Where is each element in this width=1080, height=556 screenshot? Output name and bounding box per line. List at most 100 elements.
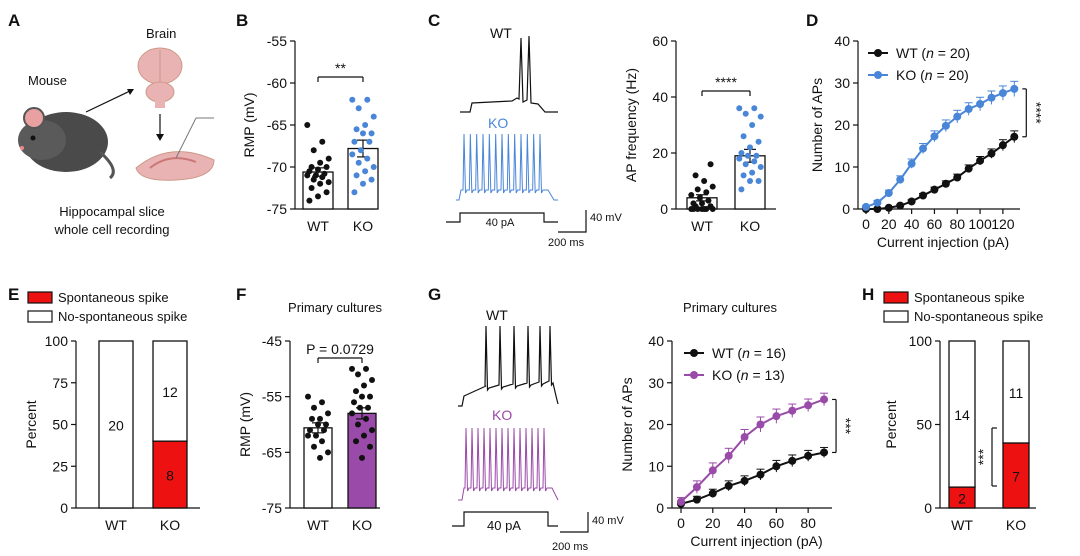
legend-marker [690, 371, 698, 379]
y-tick-label: -55 [267, 33, 287, 49]
data-point [736, 105, 743, 112]
data-point [353, 438, 359, 445]
legend-marker [690, 349, 698, 357]
arrowhead-brain [127, 89, 134, 95]
significance-text: **** [715, 74, 737, 90]
scalebar-c-t: 200 ms [548, 237, 585, 249]
series-line [680, 451, 825, 505]
data-point [738, 150, 745, 156]
data-point [696, 194, 703, 201]
data-point [692, 483, 701, 492]
data-point [309, 415, 315, 422]
y-tick-label: 25 [52, 458, 68, 474]
data-point [317, 454, 323, 461]
panel-c-traces: WT KO 40 pA 40 mV 200 ms [446, 25, 622, 249]
data-point [703, 189, 710, 196]
series-ko [862, 80, 1019, 211]
x-tick-label: 80 [800, 515, 816, 531]
data-point [694, 186, 701, 193]
legend-swatch [27, 310, 53, 323]
x-tick-label: 20 [705, 515, 721, 531]
data-point [317, 415, 323, 422]
legend-label-wt: WT (n = 16) [712, 345, 786, 361]
y-axis-label: AP frequency (Hz) [623, 68, 639, 182]
data-point [690, 206, 697, 212]
y-tick-label: -45 [262, 333, 282, 349]
data-point [707, 203, 714, 210]
data-point [319, 399, 325, 406]
y-tick-label: 100 [909, 333, 933, 349]
data-point [1010, 132, 1019, 141]
count-label: 2 [958, 491, 966, 507]
data-point [740, 476, 749, 485]
x-axis-label: Current injection (pA) [690, 533, 822, 549]
x-tick-label: 80 [949, 216, 965, 232]
data-point [323, 164, 330, 170]
legend-swatch [27, 291, 53, 304]
trace-c-ko-label: KO [488, 115, 508, 131]
data-point [804, 451, 813, 460]
scalebar-c [558, 210, 587, 233]
y-tick-label: 75 [52, 375, 68, 391]
chart-b: -55 -60 -65 -70 -75 RMP (mV) WT KO ** [241, 33, 379, 234]
data-point [317, 180, 324, 187]
y-tick-label: 10 [834, 159, 850, 175]
data-point [749, 122, 756, 128]
data-point [740, 133, 747, 140]
bar-wt-spontaneous [948, 486, 976, 509]
data-point [325, 155, 332, 162]
x-tick-label: 20 [881, 216, 897, 232]
data-point [319, 174, 326, 181]
y-tick-label: -75 [262, 500, 282, 516]
y-axis-label: Number of APs [809, 78, 825, 172]
panel-letter-g: G [428, 285, 441, 304]
data-point [367, 443, 373, 450]
panel-letter-c: C [428, 11, 440, 30]
data-point [747, 178, 753, 184]
trace-c-wt-label: WT [490, 25, 512, 41]
x-tick-label: 60 [927, 216, 943, 232]
chart-g: Primary cultures 0 10 20 30 40 Number of APs 0 2… [619, 300, 854, 549]
panel-letter-d: D [806, 11, 818, 30]
data-point [987, 93, 996, 102]
chart-title: Primary cultures [288, 300, 382, 315]
y-tick-label: -65 [262, 444, 282, 460]
data-point [351, 189, 358, 196]
data-point [751, 158, 758, 165]
series-line [680, 398, 825, 503]
bar-wt-no-spontaneous [948, 340, 976, 488]
legend-label-ko: KO (n = 20) [896, 67, 969, 83]
brain-label: Brain [146, 26, 176, 41]
count-label: 7 [1012, 469, 1020, 485]
significance-text: *** [975, 448, 991, 465]
data-point [325, 179, 332, 186]
data-point [355, 421, 361, 428]
y-tick-label: -75 [267, 201, 287, 217]
data-point [359, 454, 365, 461]
legend-label: No-spontaneous spike [58, 309, 187, 324]
y-tick-label: 50 [916, 417, 932, 433]
data-point [987, 149, 996, 158]
count-label: 14 [954, 407, 970, 423]
data-point [349, 410, 355, 417]
caption-line-1: Hippocampal slice [59, 204, 165, 219]
y-tick-label: 0 [924, 500, 932, 516]
series-wt [862, 130, 1019, 213]
panel-letter-a: A [8, 11, 20, 30]
y-tick-label: 10 [648, 458, 664, 474]
legend-marker [874, 71, 882, 79]
data-point [953, 173, 962, 182]
data-point [362, 168, 369, 175]
mouse-icon [18, 107, 115, 180]
data-point [304, 172, 311, 179]
data-point [707, 161, 714, 168]
brain-icon [137, 47, 183, 108]
data-point [360, 180, 366, 187]
legend-swatch [883, 291, 909, 304]
step-g [452, 511, 558, 527]
y-tick-label: 100 [45, 333, 69, 349]
legend-label: Spontaneous spike [58, 290, 169, 305]
